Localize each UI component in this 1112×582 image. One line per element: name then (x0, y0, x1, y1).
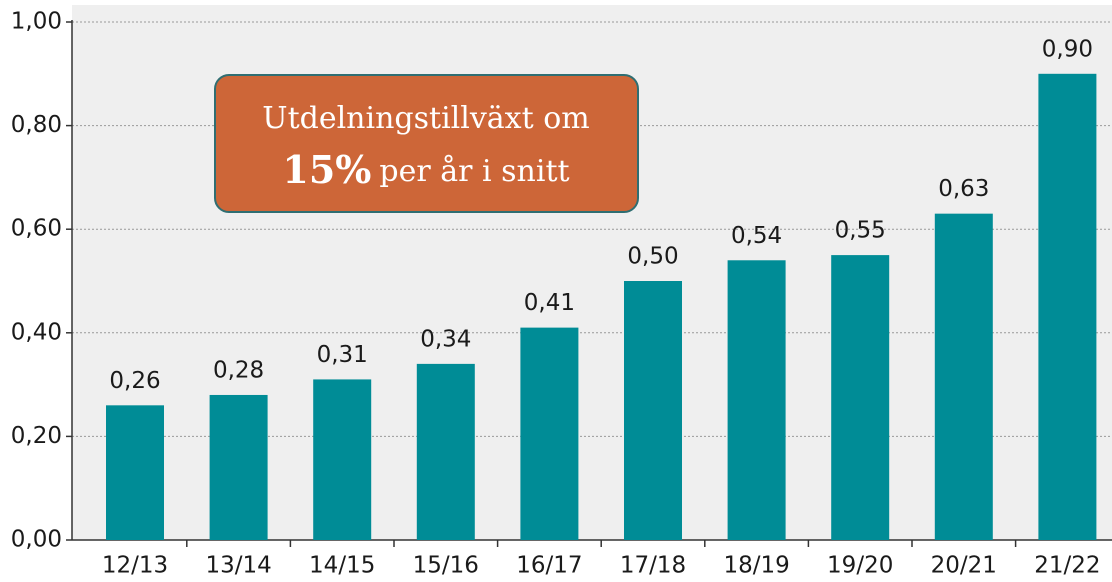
value-label: 0,63 (938, 176, 989, 202)
y-tick-label: 0,00 (11, 527, 62, 553)
value-label: 0,31 (317, 342, 368, 368)
x-tick-label: 21/22 (1034, 553, 1100, 579)
annotation-box (214, 74, 639, 213)
value-label: 0,54 (731, 223, 782, 249)
bar (727, 260, 786, 540)
annotation-highlight: 15% (282, 147, 371, 192)
x-tick-label: 15/16 (413, 553, 479, 579)
bar (520, 327, 579, 540)
bar (106, 405, 164, 540)
value-label: 0,41 (524, 290, 575, 316)
value-label: 0,50 (627, 244, 678, 270)
bar (416, 363, 475, 540)
x-tick-label: 16/17 (516, 553, 582, 579)
x-tick-label: 12/13 (102, 553, 168, 579)
annotation-rest: per år i snitt (379, 154, 569, 189)
x-tick-label: 19/20 (827, 553, 893, 579)
y-tick-label: 1,00 (11, 9, 62, 35)
x-tick-label: 14/15 (309, 553, 375, 579)
x-tick-label: 20/21 (931, 553, 997, 579)
bar (831, 255, 890, 540)
x-tick-label: 17/18 (620, 553, 686, 579)
y-tick-label: 0,60 (11, 216, 62, 242)
bar (209, 394, 268, 540)
bar (934, 213, 993, 540)
value-label: 0,55 (835, 218, 886, 244)
y-tick-label: 0,20 (11, 423, 62, 449)
value-label: 0,26 (109, 368, 160, 394)
x-tick-label: 13/14 (205, 553, 271, 579)
bars (106, 73, 1097, 541)
bar (313, 379, 372, 540)
value-label: 0,90 (1042, 36, 1093, 62)
annotation-line1: Utdelningstillväxt om (262, 101, 589, 136)
value-label: 0,34 (420, 326, 471, 352)
value-label: 0,28 (213, 357, 264, 383)
y-tick-label: 0,40 (11, 319, 62, 345)
labels: 0,00 0,20 0,40 0,60 0,80 1,00 0,26 12/13 0,28 13/… (11, 9, 1101, 579)
annotation-line2: 15% per år i snitt (282, 147, 569, 192)
bar (1038, 73, 1097, 541)
bar (624, 281, 682, 540)
y-tick-label: 0,80 (11, 112, 62, 138)
x-tick-label: 18/19 (723, 553, 789, 579)
annotation: Utdelningstillväxt om 15% per år i snitt (214, 74, 639, 213)
